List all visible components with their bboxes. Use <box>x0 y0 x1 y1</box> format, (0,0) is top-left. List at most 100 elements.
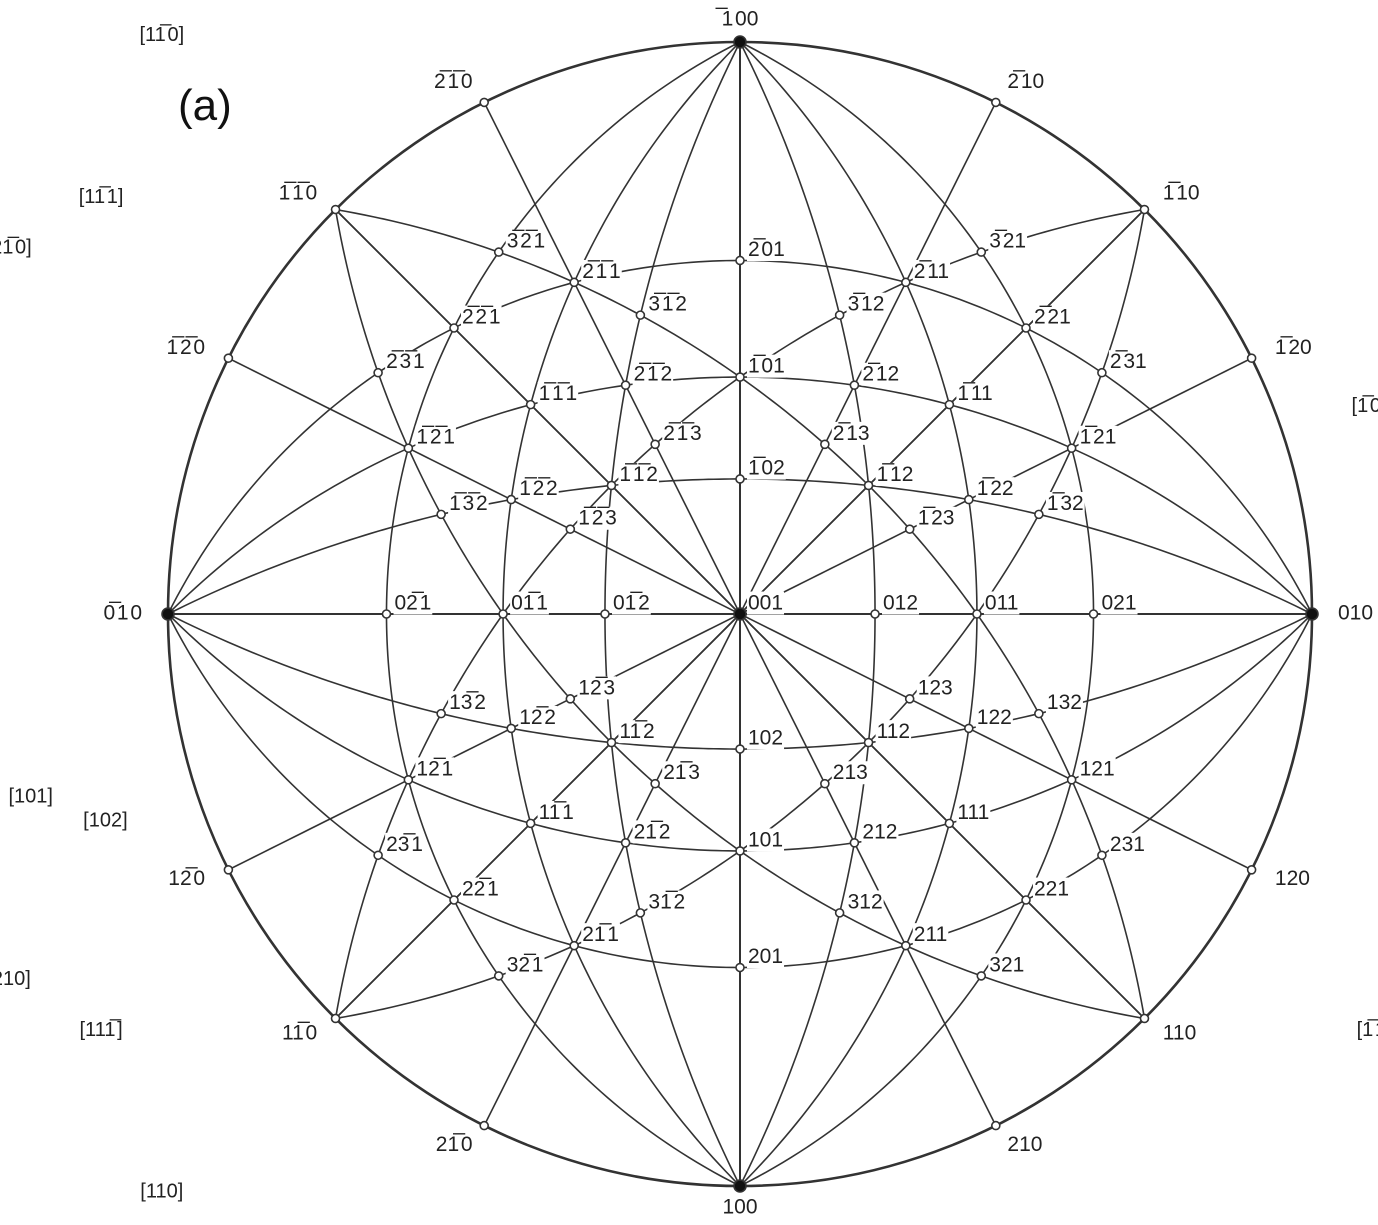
pole-label-bg <box>831 761 869 785</box>
pole-m321 <box>976 247 987 257</box>
pole-label-2m10: 21̅ 0 <box>436 1133 473 1156</box>
pole-label-m1m21: 1̅ 2̅ 1 <box>416 426 455 449</box>
pole-label-bg <box>510 591 549 615</box>
pole-label-122: 122 <box>977 706 1012 729</box>
pole-221 <box>1021 895 1031 905</box>
pole-label-bg <box>632 820 672 844</box>
pole-label-bg <box>632 362 674 386</box>
pole-112 <box>863 737 874 748</box>
pole-m122 <box>963 494 974 505</box>
pole-312 <box>834 908 845 918</box>
pole-m213 <box>820 439 830 450</box>
pole-label-bg <box>581 923 620 947</box>
pole-label-bg <box>1161 181 1201 205</box>
pole-label-2m13: 21̅ 3 <box>663 761 700 784</box>
pole-label-m102: 1̅ 02 <box>748 457 785 480</box>
pole-m102 <box>735 474 745 484</box>
pole-label-221: 221 <box>1034 878 1069 901</box>
zone-label-bg <box>80 808 131 833</box>
pole-label-bg <box>975 705 1013 729</box>
pole-label-2m11: 21̅ 1 <box>582 923 619 946</box>
pole-label-3m21: 32̅ 1 <box>507 953 544 976</box>
pole-label-1m11: 11̅ 1 <box>539 801 574 824</box>
pole-label-m2m11: 2̅ 1̅ 1 <box>582 260 621 283</box>
pole-label-100: 100 <box>722 1196 757 1219</box>
pole-label-011: 011 <box>985 592 1018 615</box>
pole-label-m1m32: 1̅ 3̅ 2 <box>449 492 488 515</box>
pole-1m22 <box>506 723 517 734</box>
pole-m120 <box>1246 353 1257 363</box>
pole-label-m321: 3̅ 21 <box>989 230 1026 253</box>
pole-label-bg <box>415 425 456 449</box>
pole-label-bg <box>713 7 760 31</box>
pole-label-bg <box>647 890 687 914</box>
pole-label-121: 121 <box>1080 757 1115 780</box>
pole-label-bg <box>662 761 701 785</box>
pole-label-bg <box>983 591 1020 615</box>
pole-label-bg <box>647 292 688 316</box>
pole-m1m32 <box>436 509 446 520</box>
pole-label-m213: 2̅ 13 <box>833 422 870 445</box>
pole-label-m2m12: 2̅ 1̅ 2 <box>634 363 673 386</box>
pole-label-bg <box>747 238 786 262</box>
pole-label-201: 201 <box>748 945 783 968</box>
pole-1m32 <box>436 708 446 719</box>
zone-label-210: [210] <box>0 968 31 990</box>
pole-1m12 <box>606 737 617 748</box>
zone-label-bg <box>5 784 56 809</box>
zone-label-bg <box>137 1179 187 1204</box>
pole-label-211: 211 <box>914 923 947 946</box>
pole-label-bg <box>1045 491 1085 515</box>
pole-m111 <box>944 399 955 410</box>
pole-label-1m32: 13̅ 2 <box>449 691 486 714</box>
pole-label-2m31: 23̅ 1 <box>386 833 423 856</box>
pole-102 <box>735 744 745 754</box>
pole-label-m2m21: 2̅ 2̅ 1 <box>462 306 501 329</box>
pole-0m10 <box>161 607 175 621</box>
pole-label-bg <box>988 229 1028 253</box>
pole-label-m123: 1̅ 23 <box>918 507 955 530</box>
zone-label-102: [102] <box>83 809 127 831</box>
pole-2m11 <box>569 940 579 951</box>
zone-label-101: [101] <box>8 785 52 807</box>
pole-label-bg <box>912 923 949 947</box>
pole-label-bg <box>875 720 912 744</box>
pole-label-m101: 1̅ 01 <box>748 355 785 378</box>
pole-label-1m12: 11̅ 2 <box>619 720 654 743</box>
poles <box>161 35 1319 1193</box>
pole-label-m111: 1̅ 11 <box>957 382 992 405</box>
pole-label-bg <box>747 456 786 480</box>
pole-label-m2m13: 2̅ 1̅ 3 <box>663 422 702 445</box>
zone-label-bg <box>136 22 188 48</box>
pole-label-2m12: 21̅ 2 <box>634 820 671 843</box>
pole-label-1m20: 12̅ 0 <box>168 867 205 890</box>
pole-label-001: 001 <box>748 592 783 615</box>
pole-label-bg <box>618 462 659 486</box>
pole-label-bg <box>1033 305 1072 329</box>
pole-label-m112: 1̅ 12 <box>877 463 914 486</box>
pole-111 <box>944 818 955 829</box>
zone-label-110: [110] <box>140 1180 183 1202</box>
pole-label-bg <box>861 820 899 844</box>
pole-label-bg <box>831 421 871 445</box>
pole-label-bg <box>882 591 920 615</box>
pole-201 <box>735 962 745 973</box>
pole-m1m22 <box>506 494 517 505</box>
pole-label-m2m31: 2̅ 3̅ 1 <box>386 350 425 373</box>
pole-label-bg <box>846 292 886 316</box>
zone-label-2m10: [21̅ 0] <box>0 236 32 259</box>
pole-m1m12 <box>606 480 617 491</box>
pole-label-bg <box>537 800 575 824</box>
pole-label-1m21: 12̅ 1 <box>416 757 453 780</box>
pole-labels: ̅1 00 100 0̅ 1 0 010 001 2̅ 1̅ 0 2̅ 10 1̅ 1̅ 0 1… <box>102 7 1375 1219</box>
pole-label-bg <box>461 877 500 901</box>
pole-label-bg <box>434 1132 474 1156</box>
pole-label-m1m20: 1̅ 2̅ 0 <box>167 336 206 359</box>
pole-0m11 <box>498 609 508 619</box>
zone-label-bg <box>0 966 34 991</box>
pole-212 <box>849 837 860 848</box>
pole-label-bg <box>612 591 651 615</box>
pole-label-132: 132 <box>1047 691 1082 714</box>
